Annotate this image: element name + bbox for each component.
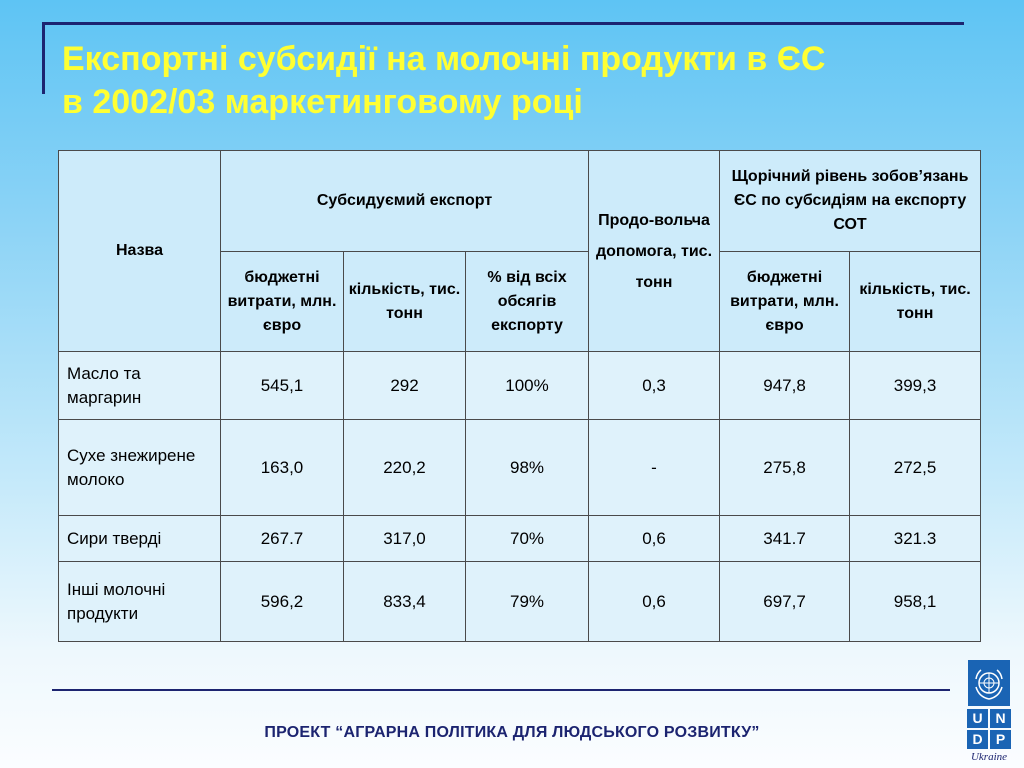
- title-line-1: Експортні субсидії на молочні продукти в…: [62, 40, 826, 78]
- header-subsidized-export: Субсидуємий експорт: [219, 150, 590, 252]
- header-food-aid: Продо-вольча допомога, тис. тонн: [588, 150, 721, 352]
- cell-quantity: 833,4: [343, 561, 466, 642]
- cell-percent: 70%: [464, 515, 590, 562]
- slide-title: Експортні субсидії на молочні продукти в…: [62, 38, 992, 124]
- logo-letter: U: [967, 709, 988, 728]
- table-row: Масло та маргарин 545,1 292 100% 0,3 947…: [58, 351, 982, 420]
- cell-quantity: 292: [343, 351, 466, 420]
- header-percent: % від всіх обсягів експорту: [464, 251, 590, 352]
- logo-country: Ukraine: [970, 751, 1008, 763]
- cell-food-aid: -: [588, 419, 721, 516]
- cell-quantity: 317,0: [343, 515, 466, 562]
- cell-wto-budget: 341.7: [719, 515, 851, 562]
- undp-logo: U N D P Ukraine: [966, 660, 1012, 763]
- table-row: Сири тверді 267.7 317,0 70% 0,6 341.7 32…: [58, 515, 982, 562]
- cell-food-aid: 0,6: [588, 561, 721, 642]
- cell-name: Сири тверді: [58, 515, 221, 562]
- logo-letter: D: [967, 730, 988, 749]
- cell-quantity: 220,2: [343, 419, 466, 516]
- top-rule: [42, 22, 964, 25]
- footer-project-name: ПРОЕКТ “АГРАРНА ПОЛІТИКА ДЛЯ ЛЮДСЬКОГО Р…: [264, 724, 760, 741]
- un-emblem-icon: [968, 660, 1010, 706]
- cell-food-aid: 0,6: [588, 515, 721, 562]
- title-line-2: в 2002/03 маркетинговому році: [62, 83, 583, 121]
- cell-percent: 98%: [464, 419, 590, 516]
- bottom-rule: [52, 689, 950, 691]
- cell-wto-budget: 947,8: [719, 351, 851, 420]
- table-row: Інші молочні продукти 596,2 833,4 79% 0,…: [58, 561, 982, 642]
- cell-wto-quantity: 399,3: [849, 351, 982, 420]
- cell-budget: 545,1: [220, 351, 344, 420]
- header-wto-budget: бюджетні витрати, млн. євро: [719, 251, 851, 352]
- cell-percent: 100%: [464, 351, 590, 420]
- cell-name: Масло та маргарин: [58, 351, 221, 420]
- header-annual-commitments: Щорічний рівень зобов’язань ЄС по субсид…: [719, 150, 982, 252]
- cell-wto-budget: 275,8: [719, 419, 851, 516]
- left-rule: [42, 22, 45, 94]
- cell-budget: 163,0: [220, 419, 344, 516]
- cell-name: Сухе знежирене молоко: [58, 419, 221, 516]
- header-name: Назва: [58, 150, 221, 352]
- cell-name: Інші молочні продукти: [58, 561, 221, 642]
- cell-food-aid: 0,3: [588, 351, 721, 420]
- header-budget: бюджетні витрати, млн. євро: [220, 251, 344, 352]
- cell-wto-quantity: 958,1: [849, 561, 982, 642]
- logo-letter: N: [990, 709, 1011, 728]
- cell-wto-quantity: 272,5: [849, 419, 982, 516]
- subsidies-table: Назва Субсидуємий експорт Продо-вольча д…: [58, 150, 982, 642]
- cell-budget: 267.7: [220, 515, 344, 562]
- header-wto-quantity: кількість, тис. тонн: [849, 251, 982, 352]
- cell-percent: 79%: [464, 561, 590, 642]
- logo-letter: P: [990, 730, 1011, 749]
- undp-letters: U N D P: [967, 709, 1011, 749]
- cell-wto-budget: 697,7: [719, 561, 851, 642]
- header-quantity: кількість, тис. тонн: [343, 251, 466, 352]
- cell-wto-quantity: 321.3: [849, 515, 982, 562]
- cell-budget: 596,2: [220, 561, 344, 642]
- table-row: Сухе знежирене молоко 163,0 220,2 98% - …: [58, 419, 982, 516]
